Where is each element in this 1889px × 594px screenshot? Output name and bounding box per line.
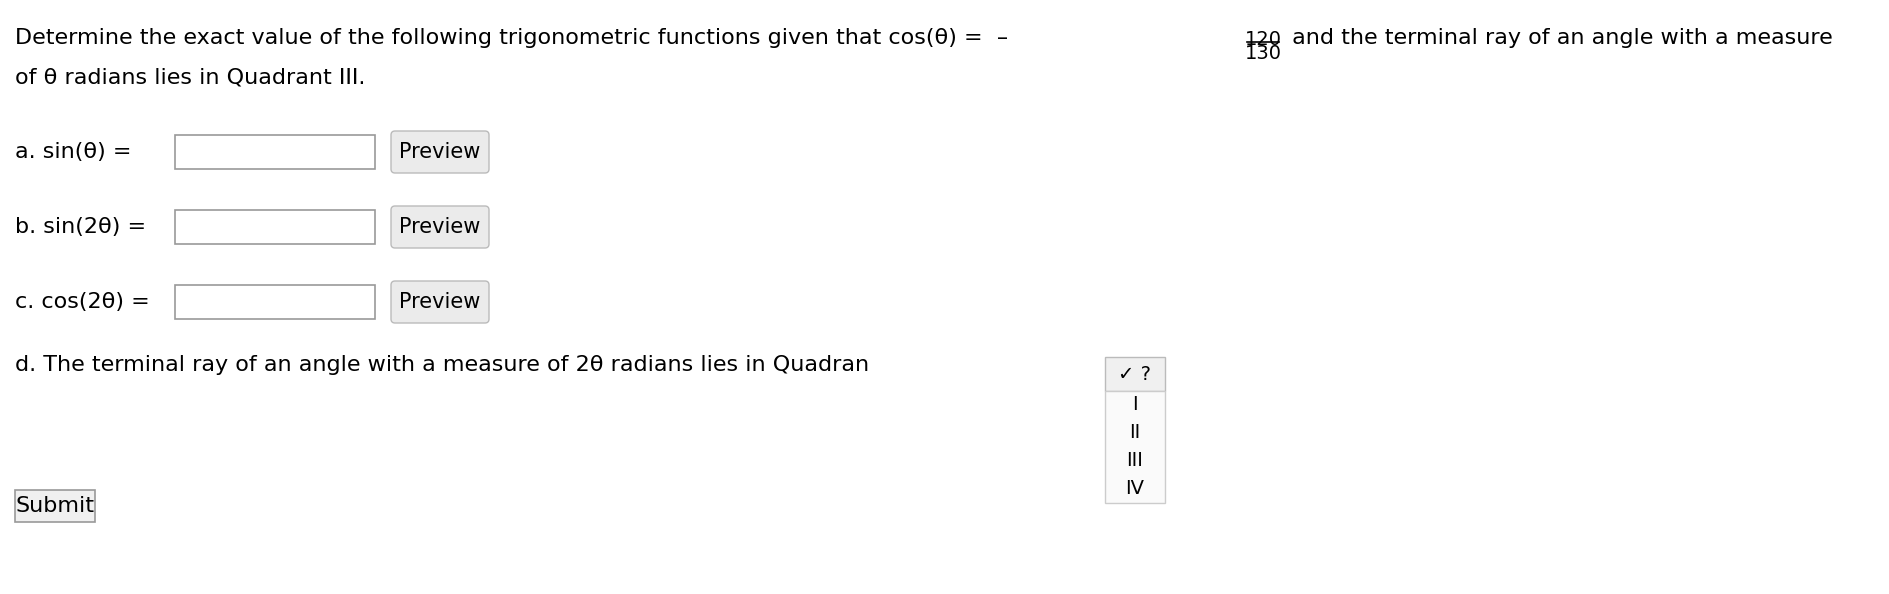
FancyBboxPatch shape	[176, 210, 374, 244]
Text: Submit: Submit	[15, 496, 94, 516]
Text: a. sin(θ) =: a. sin(θ) =	[15, 142, 132, 162]
Text: 130: 130	[1243, 44, 1281, 63]
FancyBboxPatch shape	[391, 206, 489, 248]
Text: Preview: Preview	[399, 217, 480, 237]
FancyBboxPatch shape	[391, 281, 489, 323]
FancyBboxPatch shape	[176, 285, 374, 319]
Text: Preview: Preview	[399, 142, 480, 162]
FancyBboxPatch shape	[15, 490, 94, 522]
Text: III: III	[1126, 451, 1143, 470]
Text: d. The terminal ray of an angle with a measure of 2θ radians lies in Quadran: d. The terminal ray of an angle with a m…	[15, 355, 869, 375]
Text: Preview: Preview	[399, 292, 480, 312]
Text: II: II	[1130, 424, 1141, 443]
Text: ✓ ?: ✓ ?	[1118, 365, 1150, 384]
Text: of θ radians lies in Quadrant III.: of θ radians lies in Quadrant III.	[15, 68, 365, 88]
FancyBboxPatch shape	[176, 135, 374, 169]
Text: c. cos(2θ) =: c. cos(2θ) =	[15, 292, 149, 312]
FancyBboxPatch shape	[1105, 391, 1164, 503]
Text: I: I	[1132, 396, 1137, 415]
Text: IV: IV	[1126, 479, 1145, 498]
Text: and the terminal ray of an angle with a measure: and the terminal ray of an angle with a …	[1285, 28, 1832, 48]
Text: Determine the exact value of the following trigonometric functions given that co: Determine the exact value of the followi…	[15, 28, 1007, 48]
Text: b. sin(2θ) =: b. sin(2θ) =	[15, 217, 145, 237]
FancyBboxPatch shape	[1105, 357, 1164, 391]
FancyBboxPatch shape	[391, 131, 489, 173]
Text: 120: 120	[1243, 30, 1281, 49]
